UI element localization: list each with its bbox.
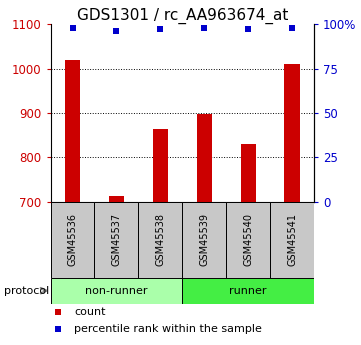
Bar <box>95 202 138 278</box>
Bar <box>51 202 95 278</box>
Bar <box>153 129 168 202</box>
Text: GSM45540: GSM45540 <box>243 213 253 266</box>
Bar <box>182 202 226 278</box>
Bar <box>109 197 124 202</box>
Text: GSM45536: GSM45536 <box>68 213 78 266</box>
Bar <box>138 202 182 278</box>
Bar <box>197 114 212 202</box>
Text: percentile rank within the sample: percentile rank within the sample <box>74 325 262 334</box>
Bar <box>270 202 314 278</box>
Bar <box>240 144 256 202</box>
Text: GSM45539: GSM45539 <box>199 213 209 266</box>
Text: non-runner: non-runner <box>85 286 148 296</box>
Text: runner: runner <box>230 286 267 296</box>
Bar <box>182 278 314 304</box>
Bar <box>226 202 270 278</box>
Text: count: count <box>74 307 106 317</box>
Title: GDS1301 / rc_AA963674_at: GDS1301 / rc_AA963674_at <box>77 8 288 24</box>
Text: protocol: protocol <box>4 286 49 296</box>
Bar <box>65 60 80 202</box>
Text: GSM45537: GSM45537 <box>112 213 121 266</box>
Text: GSM45541: GSM45541 <box>287 213 297 266</box>
Text: GSM45538: GSM45538 <box>155 213 165 266</box>
Bar <box>284 64 300 202</box>
Bar <box>51 278 182 304</box>
